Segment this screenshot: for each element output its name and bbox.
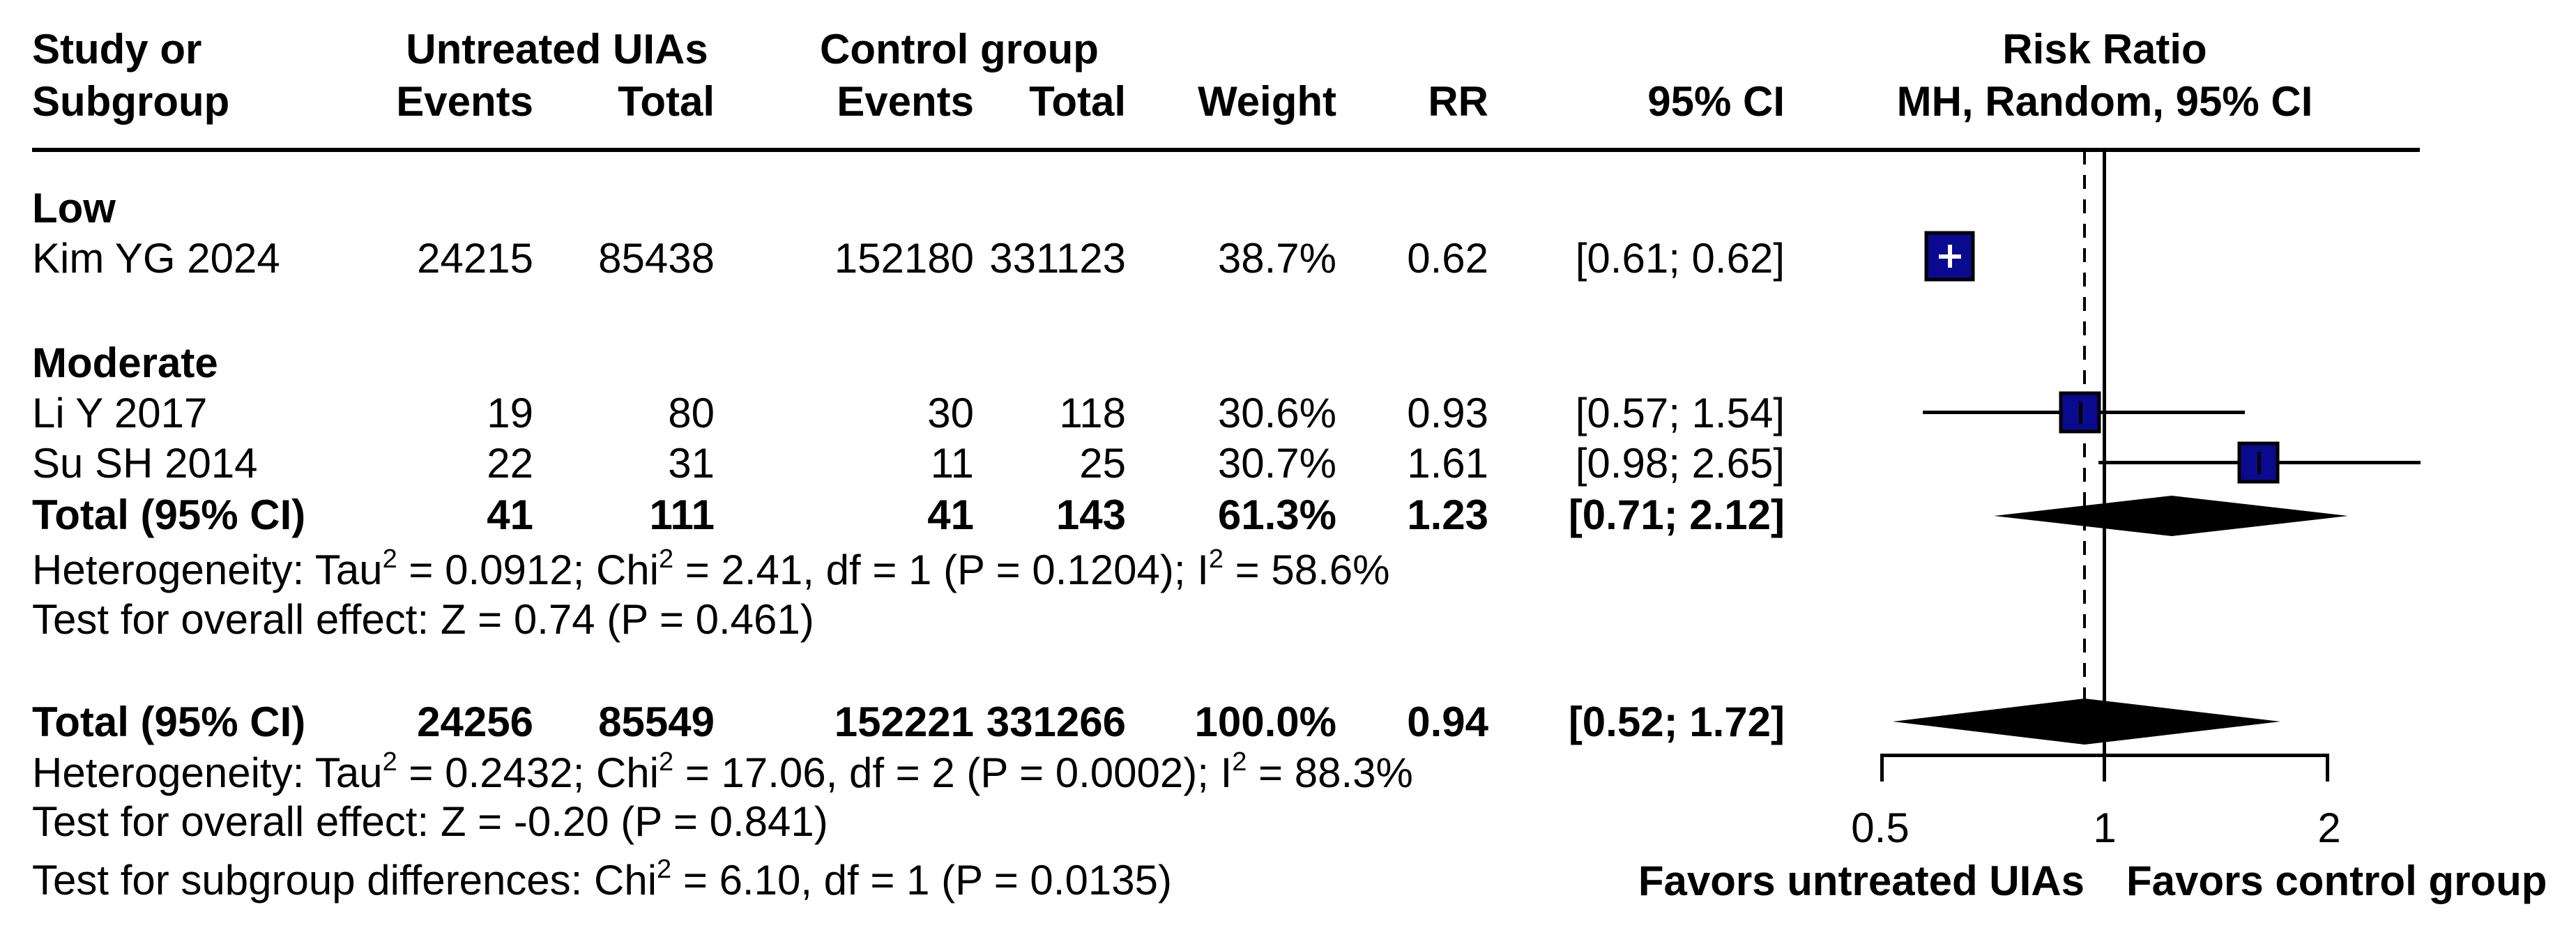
events-untreated: 22 <box>487 440 533 487</box>
superscript: 2 <box>1208 544 1224 574</box>
plot-title-line1: Risk Ratio <box>2002 26 2207 73</box>
x-axis <box>1880 754 2329 757</box>
header-rule <box>32 148 2420 152</box>
subgroup-label-moderate: Moderate <box>32 340 218 386</box>
total-label: Total (95% CI) <box>32 699 306 745</box>
total-label: Total (95% CI) <box>32 491 306 538</box>
total-untreated: 31 <box>668 440 715 487</box>
favors-right-label: Favors control group <box>2126 857 2547 904</box>
events-control: 41 <box>927 491 974 538</box>
total-untreated: 111 <box>649 491 715 538</box>
col-header-total-control: Total <box>1029 78 1126 125</box>
rr-value: 1.23 <box>1407 491 1488 538</box>
events-untreated: 24215 <box>417 235 533 282</box>
het-text: = 88.3% <box>1247 749 1413 796</box>
header-row-2: Subgroup Events Total Events Total Weigh… <box>0 77 2576 127</box>
total-control: 25 <box>1079 440 1126 487</box>
col-header-rr: RR <box>1428 78 1488 125</box>
het-text: Heterogeneity: Tau <box>32 547 383 593</box>
col-header-total-untreated: Total <box>618 78 715 125</box>
het-text: = 0.2432; Chi <box>397 749 659 796</box>
events-control: 30 <box>927 390 974 436</box>
weight: 30.7% <box>1217 440 1336 487</box>
events-control: 152180 <box>834 235 974 282</box>
total-control: 331123 <box>989 235 1126 282</box>
col-group-control: Control group <box>820 26 1099 73</box>
col-header-study-line2: Subgroup <box>32 78 230 125</box>
table-row-su: Su SH 2014 22 31 11 25 30.7% 1.61 [0.98;… <box>0 439 2576 489</box>
col-header-events-untreated: Events <box>396 78 533 125</box>
col-header-events-control: Events <box>837 78 974 125</box>
ci-value: [0.57; 1.54] <box>1575 390 1785 436</box>
col-header-ci: 95% CI <box>1647 78 1785 125</box>
table-row-li: Li Y 2017 19 80 30 118 30.6% 0.93 [0.57;… <box>0 388 2576 439</box>
ci-value: [0.71; 2.12] <box>1568 491 1785 538</box>
table-row-total-overall: Total (95% CI) 24256 85549 152221 331266… <box>0 697 2576 747</box>
test-subgroup-differences: Test for subgroup differences: Chi2 = 6.… <box>32 855 1172 906</box>
weight: 100.0% <box>1194 699 1337 745</box>
table-row-total-moderate: Total (95% CI) 41 111 41 143 61.3% 1.23 … <box>0 490 2576 540</box>
events-untreated: 24256 <box>417 699 533 745</box>
col-group-untreated: Untreated UIAs <box>406 26 708 73</box>
weight: 61.3% <box>1217 491 1336 538</box>
events-control: 152221 <box>834 699 974 745</box>
rr-value: 1.61 <box>1407 440 1488 487</box>
rr-value: 0.94 <box>1407 699 1488 745</box>
het-text: = 17.06, df = 2 (P = 0.0002); I <box>673 749 1233 796</box>
total-untreated: 80 <box>668 390 715 436</box>
rr-value: 0.62 <box>1407 235 1488 282</box>
total-control: 118 <box>1059 390 1126 436</box>
superscript: 2 <box>658 544 674 574</box>
rr-value: 0.93 <box>1407 390 1488 436</box>
x-tick-label-05: 0.5 <box>1851 805 1910 851</box>
het-text: Heterogeneity: Tau <box>32 749 383 796</box>
ci-value: [0.61; 0.62] <box>1575 235 1785 282</box>
total-control: 331266 <box>986 699 1126 745</box>
total-untreated: 85438 <box>598 235 715 282</box>
header-row-1: Study or Untreated UIAs Control group Ri… <box>0 24 2576 75</box>
subgroup-header-moderate: Moderate <box>0 338 2576 388</box>
ci-value: [0.52; 1.72] <box>1568 699 1785 745</box>
test-text: = 6.10, df = 1 (P = 0.0135) <box>671 857 1172 904</box>
x-tick-label-1: 1 <box>2093 805 2117 851</box>
ci-value: [0.98; 2.65] <box>1575 440 1785 487</box>
events-untreated: 19 <box>487 390 533 436</box>
favors-left-label: Favors untreated UIAs <box>1638 857 2085 904</box>
x-axis-tick-2 <box>2326 754 2329 782</box>
col-header-weight: Weight <box>1198 78 1336 125</box>
x-axis-tick-05 <box>1880 754 1884 782</box>
test-overall-effect-moderate: Test for overall effect: Z = 0.74 (P = 0… <box>32 596 814 643</box>
total-control: 143 <box>1055 491 1126 538</box>
plot-title-line2: MH, Random, 95% CI <box>1896 78 2313 125</box>
table-row-kim: Kim YG 2024 24215 85438 152180 331123 38… <box>0 234 2576 284</box>
superscript: 2 <box>658 747 674 777</box>
x-tick-label-2: 2 <box>2317 805 2341 851</box>
study-name: Kim YG 2024 <box>32 235 280 282</box>
subgroup-label-low: Low <box>32 185 116 231</box>
weight: 30.6% <box>1217 390 1336 436</box>
heterogeneity-overall: Heterogeneity: Tau2 = 0.2432; Chi2 = 17.… <box>32 747 1413 798</box>
total-untreated: 85549 <box>598 699 715 745</box>
het-text: = 58.6% <box>1224 547 1390 593</box>
events-control: 11 <box>930 440 974 487</box>
superscript: 2 <box>657 855 672 884</box>
test-overall-effect-overall: Test for overall effect: Z = -0.20 (P = … <box>32 798 828 845</box>
events-untreated: 41 <box>487 491 533 538</box>
superscript: 2 <box>382 544 397 574</box>
subgroup-header-low: Low <box>0 183 2576 234</box>
superscript: 2 <box>1232 747 1247 777</box>
heterogeneity-moderate: Heterogeneity: Tau2 = 0.0912; Chi2 = 2.4… <box>32 544 1390 595</box>
test-text: Test for subgroup differences: Chi <box>32 857 657 904</box>
superscript: 2 <box>382 747 397 777</box>
col-header-study-line1: Study or <box>32 26 202 73</box>
het-text: = 2.41, df = 1 (P = 0.1204); I <box>673 547 1209 593</box>
study-name: Li Y 2017 <box>32 390 208 436</box>
study-name: Su SH 2014 <box>32 440 258 487</box>
weight: 38.7% <box>1217 235 1336 282</box>
het-text: = 0.0912; Chi <box>397 547 659 593</box>
